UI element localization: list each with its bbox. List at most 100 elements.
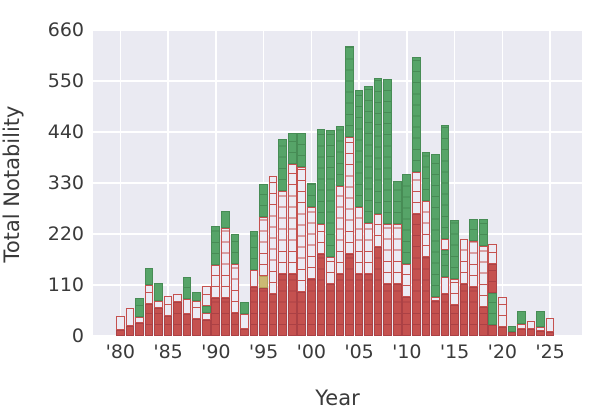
bar-1993 (240, 302, 249, 336)
bar-segment-white (249, 270, 259, 288)
bar-segment-white (125, 308, 135, 326)
bar-2018 (478, 218, 488, 336)
bar-segment-red (259, 288, 268, 336)
bar-2001 (316, 128, 326, 336)
bar-segment-red (478, 307, 488, 336)
bar-2020 (497, 297, 507, 336)
bar-segment-red (135, 323, 144, 336)
bar-1980 (115, 315, 125, 336)
bar-segment-green (517, 311, 526, 325)
y-tick-label: 220 (47, 222, 84, 245)
bar-2017 (469, 218, 478, 336)
bar-segment-green (431, 153, 440, 297)
bar-segment-green (507, 326, 517, 333)
bar-segment-white (392, 224, 402, 285)
bar-2011 (412, 57, 421, 336)
bar-segment-green (144, 267, 154, 286)
bar-segment-green (249, 230, 259, 271)
bar-2013 (431, 153, 440, 336)
bar-segment-green (182, 276, 192, 299)
y-tick-label: 440 (47, 120, 84, 143)
bar-segment-white (469, 240, 478, 288)
v-gridline (262, 29, 265, 336)
bar-segment-green (240, 302, 249, 314)
bar-segment-red (488, 263, 498, 294)
bar-segment-green (326, 129, 335, 258)
y-tick-label: 110 (47, 273, 84, 296)
bar-segment-red (182, 313, 192, 336)
bar-segment-white (115, 315, 125, 331)
bar-1998 (287, 132, 297, 336)
bar-segment-white (163, 296, 173, 316)
bar-segment-red (125, 325, 135, 336)
plot-area (93, 29, 582, 337)
bar-segment-white (488, 243, 498, 264)
bar-segment-white (326, 257, 335, 284)
bar-segment-red (469, 287, 478, 336)
bar-segment-white (345, 137, 354, 254)
bar-segment-green (345, 46, 354, 138)
v-gridline (310, 29, 313, 336)
bar-segment-tan (259, 275, 268, 289)
bar-2007 (373, 77, 383, 336)
bar-segment-red (373, 246, 383, 336)
bar-segment-red (211, 297, 221, 336)
bar-segment-white (412, 172, 421, 214)
h-gridline (93, 335, 582, 337)
bar-segment-green (192, 291, 202, 302)
y-tick-label: 550 (47, 69, 84, 92)
bar-segment-white (450, 278, 459, 306)
bar-segment-red (450, 305, 459, 336)
bar-1981 (125, 308, 135, 336)
bar-segment-white (536, 326, 545, 332)
bar-segment-white (440, 238, 450, 251)
bar-segment-white (316, 223, 326, 254)
bar-segment-red (240, 329, 249, 336)
bar-segment-green (536, 311, 545, 327)
bar-segment-white (459, 238, 469, 284)
bar-1985 (163, 296, 173, 336)
x-axis-label: Year (315, 386, 360, 410)
bar-2025 (545, 318, 555, 336)
bar-segment-green (383, 78, 393, 224)
bar-segment-green (364, 85, 373, 223)
bar-segment-green (201, 305, 211, 314)
bar-segment-green (421, 152, 431, 201)
bar-segment-white (297, 166, 307, 292)
bar-segment-red (287, 273, 297, 336)
bar-segment-red (297, 291, 307, 336)
bar-segment-red (354, 273, 364, 336)
bar-segment-green (278, 138, 287, 192)
bar-1995 (259, 183, 268, 336)
bar-segment-red (536, 331, 545, 336)
bar-1990 (211, 225, 221, 336)
bar-2023 (526, 320, 536, 336)
bar-segment-red (421, 257, 431, 336)
bar-segment-red (306, 278, 316, 336)
bar-segment-white (268, 175, 278, 294)
bar-segment-green (259, 183, 268, 218)
bar-segment-red (459, 283, 469, 336)
bar-2008 (383, 78, 393, 336)
bar-segment-white (373, 213, 383, 247)
bar-1996 (268, 175, 278, 336)
bar-1988 (192, 291, 202, 336)
bar-2019 (488, 243, 498, 336)
x-tick-label: '20 (487, 341, 517, 363)
bar-segment-white (545, 318, 555, 333)
bar-segment-red (230, 312, 240, 336)
bar-2016 (459, 238, 469, 336)
bar-segment-white (431, 296, 440, 302)
x-tick-label: '80 (105, 341, 135, 363)
bar-segment-white (517, 324, 526, 330)
bar-segment-red (392, 284, 402, 336)
bar-segment-white (383, 223, 393, 284)
bar-segment-red (268, 293, 278, 336)
bar-segment-red (221, 297, 230, 336)
bar-segment-white (526, 320, 536, 330)
bar-2005 (354, 90, 364, 336)
bar-segment-green (450, 220, 459, 279)
x-tick-label: '10 (392, 341, 422, 363)
bar-2024 (536, 311, 545, 336)
